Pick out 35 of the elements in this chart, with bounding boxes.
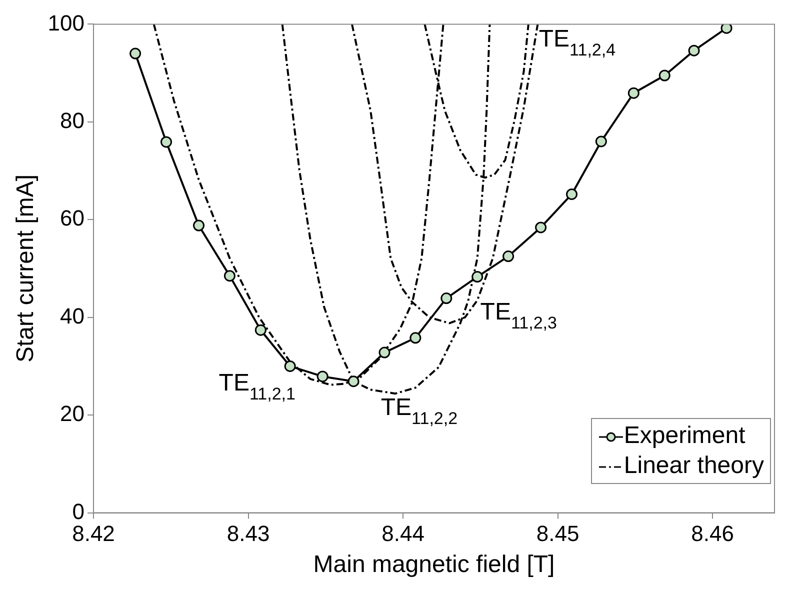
y-tick-label: 80 xyxy=(60,108,85,133)
y-tick-label: 0 xyxy=(72,498,85,524)
legend-label: Experiment xyxy=(622,421,746,451)
point xyxy=(284,360,296,372)
y-tick-label: 40 xyxy=(60,303,85,328)
point xyxy=(472,271,484,283)
point xyxy=(688,44,700,56)
point xyxy=(193,220,204,232)
x-tick-label: 8.42 xyxy=(72,521,115,546)
legend-label: Linear theory xyxy=(622,451,764,481)
point xyxy=(160,136,172,148)
y-tick-label: 60 xyxy=(60,206,85,231)
point xyxy=(378,346,390,358)
point xyxy=(440,292,452,304)
point xyxy=(224,270,236,282)
point xyxy=(628,87,640,99)
x-tick-label: 8.45 xyxy=(536,521,580,546)
x-tick-label: 8.44 xyxy=(382,521,424,546)
point xyxy=(595,136,607,148)
point xyxy=(566,188,578,200)
point xyxy=(720,24,732,34)
x-tick-label: 8.43 xyxy=(226,521,270,546)
point xyxy=(535,222,547,234)
x-axis-title: Main magnetic field [T] xyxy=(313,551,555,578)
y-tick-label: 20 xyxy=(60,401,85,426)
point xyxy=(502,250,514,262)
point xyxy=(410,332,422,344)
point xyxy=(348,376,360,388)
y-axis-title: Start current [mA] xyxy=(12,174,40,363)
point xyxy=(130,48,142,60)
point xyxy=(658,70,670,82)
y-tick-label: 100 xyxy=(48,10,85,36)
x-tick-label: 8.46 xyxy=(691,521,734,546)
point xyxy=(254,324,266,336)
point xyxy=(316,370,328,382)
